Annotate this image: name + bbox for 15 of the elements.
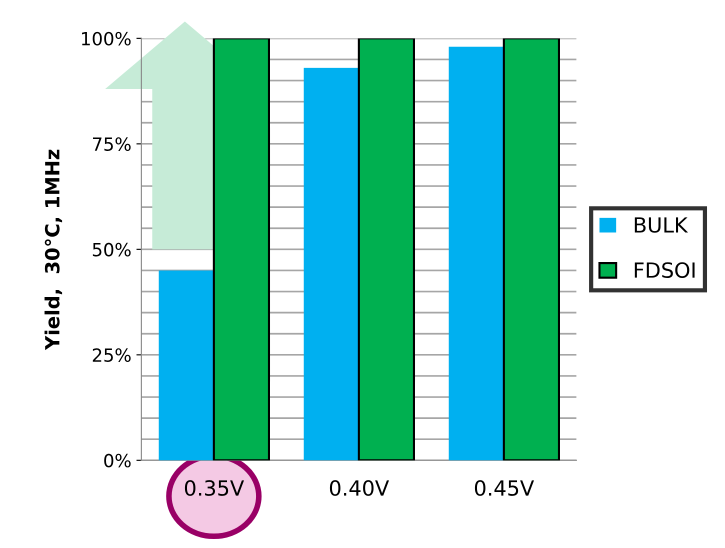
y-tick-label: 100%	[82, 32, 131, 46]
bar	[502, 38, 560, 460]
legend-label: BULK	[634, 217, 688, 233]
y-tick-label: 25%	[92, 348, 131, 362]
y-tick-label: 75%	[93, 137, 131, 151]
x-tick-label: 0.40V	[330, 480, 390, 496]
y-tick-label: 0%	[104, 454, 131, 468]
bar	[448, 46, 504, 460]
x-tick-label: 0.35V	[184, 480, 244, 496]
y-axis-title: Yield, 30°C, 1MHz	[44, 150, 62, 350]
bar	[358, 38, 416, 460]
y-tick-label: 50%	[92, 242, 131, 256]
legend-label: FDSOI	[634, 262, 695, 278]
bar	[304, 68, 359, 460]
x-tick-label: 0.45V	[474, 480, 534, 496]
